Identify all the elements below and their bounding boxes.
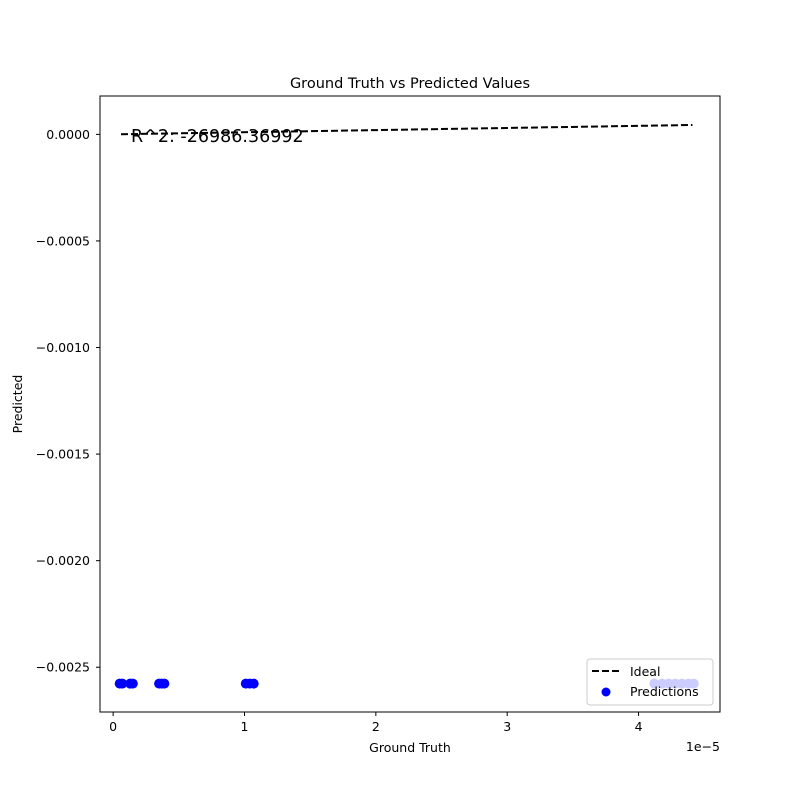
y-axis-label: Predicted [10,375,25,434]
chart-title: Ground Truth vs Predicted Values [290,76,530,92]
y-tick-label: −0.0015 [36,447,90,462]
x-axis-label: Ground Truth [369,740,451,755]
x-tick-label: 0 [109,719,117,734]
y-tick-label: −0.0020 [36,553,90,568]
legend-ideal-label: Ideal [630,664,660,679]
x-tick-label: 1 [241,719,249,734]
prediction-point [159,678,170,689]
plot-frame [99,95,721,713]
y-tick-label: −0.0025 [36,660,90,675]
x-axis-offset-text: 1e−5 [686,739,720,754]
x-tick-label: 3 [503,719,511,734]
y-tick-label: 0.0000 [46,127,90,142]
r-squared-annotation: R^2: -26986.36992 [131,127,304,147]
x-tick-label: 4 [635,719,643,734]
axes: 0 1 2 3 4 0.0000 −0.0005 −0.0010 −0.0015 −0.0020 −… [36,127,643,734]
y-tick-label: −0.0005 [36,233,90,248]
legend-predictions-swatch [601,687,611,697]
prediction-point [117,678,128,689]
legend-predictions-label: Predictions [630,684,699,699]
legend: Ideal Predictions [586,658,714,706]
prediction-point [127,678,138,689]
y-tick-label: −0.0010 [36,340,90,355]
x-tick-label: 2 [372,719,380,734]
prediction-point [248,678,259,689]
ideal-line [121,123,693,136]
